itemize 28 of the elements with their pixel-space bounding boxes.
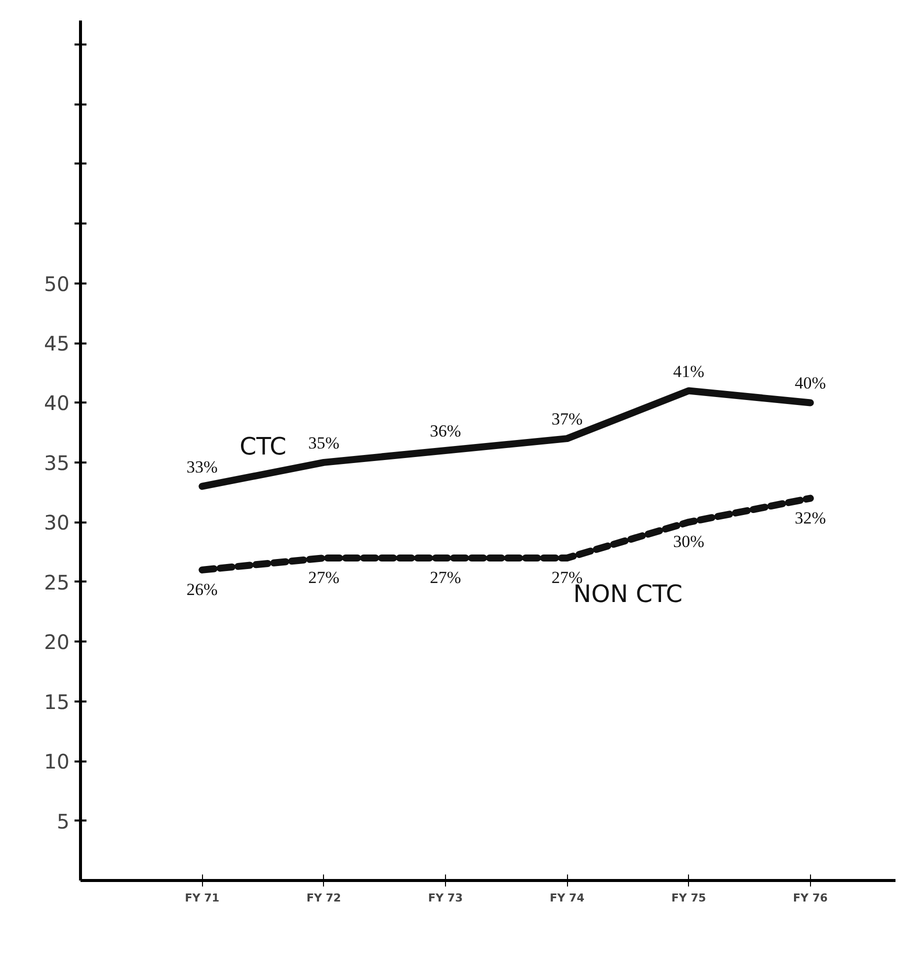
y-tick-label: 10 <box>44 750 70 774</box>
data-label: 41% <box>673 362 704 381</box>
y-tick-label: 30 <box>44 510 70 535</box>
data-label: 36% <box>430 422 462 440</box>
x-tick-label: FY 72 <box>306 892 342 904</box>
x-tick-label: FY 71 <box>184 892 220 904</box>
y-tick-label: 20 <box>44 630 70 654</box>
data-label: 30% <box>673 532 704 552</box>
data-label: 26% <box>186 580 218 599</box>
data-label: 35% <box>308 433 340 452</box>
y-tick-label: 50 <box>44 272 70 296</box>
data-label: 37% <box>551 410 583 429</box>
data-label: 40% <box>794 374 826 393</box>
y-tick-label: 45 <box>44 332 70 356</box>
x-tick-label: FY 75 <box>671 892 706 904</box>
y-tick-label: 40 <box>44 391 70 416</box>
y-tick-label: 15 <box>44 690 70 714</box>
x-tick-label: FY 76 <box>793 892 828 904</box>
y-tick-label: 5 <box>56 809 70 834</box>
x-tick-label: FY 74 <box>550 892 585 904</box>
data-label: 32% <box>794 508 826 528</box>
series-label: CTC <box>240 432 286 460</box>
y-tick-label: 25 <box>44 570 70 594</box>
data-label: 27% <box>430 568 462 587</box>
y-tick-label: 35 <box>44 450 70 475</box>
data-label: 33% <box>186 457 218 476</box>
data-label: 27% <box>308 568 340 587</box>
x-tick-label: FY 73 <box>428 892 463 904</box>
